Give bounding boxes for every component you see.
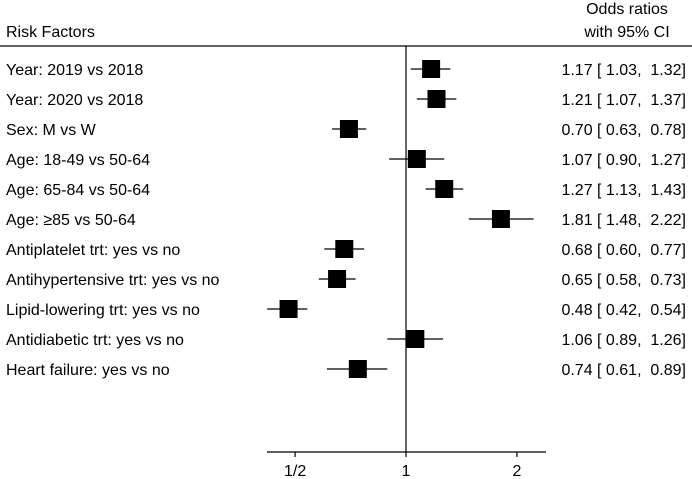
row-label: Heart failure: yes vs no — [6, 362, 170, 379]
row-or-ci: 0.68 [ 0.60, 0.77] — [561, 242, 686, 259]
row-label: Age: ≥85 vs 50-64 — [6, 212, 136, 229]
x-tick-label: 1 — [402, 463, 411, 479]
row-or-ci: 0.48 [ 0.42, 0.54] — [561, 302, 686, 319]
or-marker — [279, 300, 298, 318]
or-marker — [335, 240, 354, 258]
row-label: Year: 2019 vs 2018 — [6, 62, 143, 79]
x-tick-label: 2 — [512, 463, 521, 479]
or-marker — [427, 90, 446, 108]
row-or-ci: 1.07 [ 0.90, 1.27] — [561, 152, 686, 169]
row-label: Year: 2020 vs 2018 — [6, 92, 143, 109]
or-marker — [491, 210, 510, 228]
row-or-ci: 1.81 [ 1.48, 2.22] — [561, 212, 686, 229]
row-label: Antidiabetic trt: yes vs no — [6, 332, 184, 349]
or-marker — [406, 330, 425, 348]
row-label: Age: 65-84 vs 50-64 — [6, 182, 150, 199]
row-or-ci: 1.17 [ 1.03, 1.32] — [561, 62, 686, 79]
or-marker — [339, 120, 358, 138]
rows-group: Year: 2019 vs 2018 1.17 [ 1.03, 1.32] Year… — [6, 46, 686, 452]
row-or-ci: 0.70 [ 0.63, 0.78] — [561, 122, 686, 139]
row-or-ci: 1.27 [ 1.13, 1.43] — [561, 182, 686, 199]
row-or-ci: 1.21 [ 1.07, 1.37] — [561, 92, 686, 109]
ticks-group: 1/2 1 2 — [284, 452, 521, 479]
row-or-ci: 1.06 [ 0.89, 1.26] — [561, 332, 686, 349]
header-odds-ratios: Odds ratios — [586, 1, 668, 18]
row-or-ci: 0.65 [ 0.58, 0.73] — [561, 272, 686, 289]
row-label: Sex: M vs W — [6, 122, 97, 139]
or-marker — [422, 60, 441, 78]
row-or-ci: 0.74 [ 0.61, 0.89] — [561, 362, 686, 379]
row-label: Age: 18-49 vs 50-64 — [6, 152, 150, 169]
or-marker — [348, 360, 367, 378]
header-risk-factors: Risk Factors — [6, 24, 95, 41]
or-marker — [407, 150, 426, 168]
row-label: Antihypertensive trt: yes vs no — [6, 272, 220, 289]
row-label: Lipid-lowering trt: yes vs no — [6, 302, 200, 319]
header-ci: with 95% CI — [583, 24, 669, 41]
or-marker — [435, 180, 454, 198]
row-label: Antiplatelet trt: yes vs no — [6, 242, 180, 259]
x-tick-label: 1/2 — [284, 463, 306, 479]
or-marker — [328, 270, 347, 288]
